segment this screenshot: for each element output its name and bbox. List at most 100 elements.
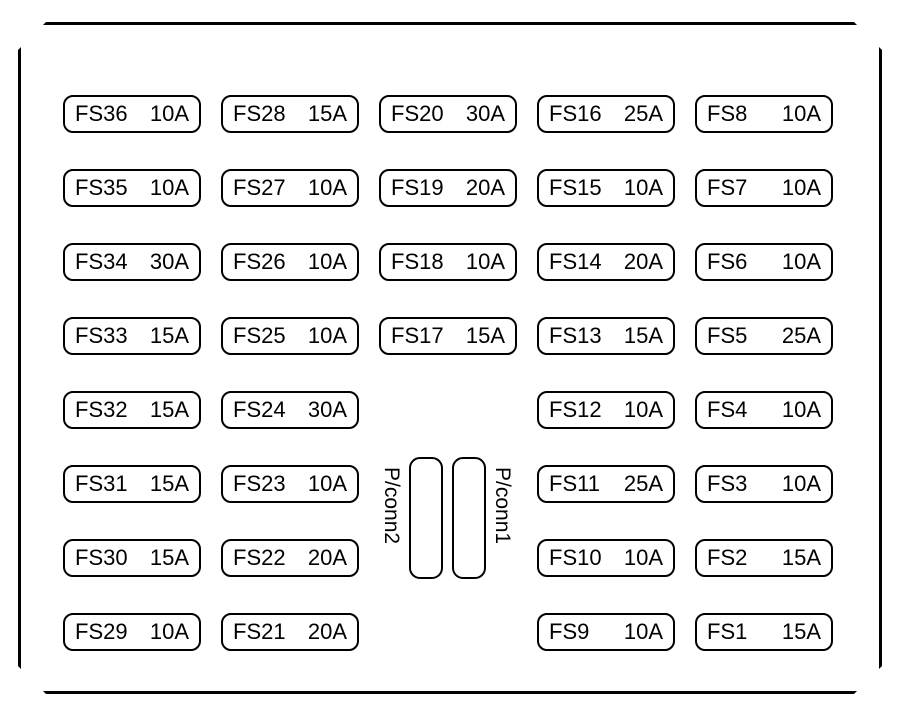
fuse-fs36: FS36 10A bbox=[63, 95, 201, 133]
fuse-fs26: FS26 10A bbox=[221, 243, 359, 281]
fuse-fs34: FS3430A bbox=[63, 243, 201, 281]
fuse-amp-label: 10A bbox=[782, 101, 821, 127]
connector-2-box bbox=[409, 457, 443, 579]
fuse-id-label: FS23 bbox=[233, 471, 286, 497]
fuse-fs28: FS28 15A bbox=[221, 95, 359, 133]
fuse-fs33: FS3315A bbox=[63, 317, 201, 355]
fuse-amp-label: 10A bbox=[150, 175, 189, 201]
fuse-fs1: FS1 15A bbox=[695, 613, 833, 651]
fuse-fs18: FS18 10A bbox=[379, 243, 517, 281]
fuse-amp-label: 15A bbox=[150, 545, 189, 571]
fuse-fs19: FS19 20A bbox=[379, 169, 517, 207]
fuse-amp-label: 15A bbox=[308, 101, 347, 127]
fuse-id-label: FS14 bbox=[549, 249, 602, 275]
fuse-amp-label: 10A bbox=[782, 471, 821, 497]
fuse-fs13: FS13 15A bbox=[537, 317, 675, 355]
fuse-amp-label: 25A bbox=[624, 471, 663, 497]
fuse-id-label: FS18 bbox=[391, 249, 444, 275]
fuse-id-label: FS10 bbox=[549, 545, 602, 571]
fuse-fs4: FS410A bbox=[695, 391, 833, 429]
connector-1-box bbox=[452, 457, 486, 579]
fuse-amp-label: 10A bbox=[466, 249, 505, 275]
fuse-column-0: FS3610AFS3510AFS3430AFS3315AFS3215AFS311… bbox=[63, 95, 201, 687]
fuse-id-label: FS35 bbox=[75, 175, 128, 201]
fuse-id-label: FS28 bbox=[233, 101, 286, 127]
fuse-amp-label: 30A bbox=[308, 397, 347, 423]
fuse-amp-label: 10A bbox=[624, 397, 663, 423]
fuse-id-label: FS22 bbox=[233, 545, 286, 571]
fuse-fs20: FS2030A bbox=[379, 95, 517, 133]
fuse-id-label: FS6 bbox=[707, 249, 747, 275]
fuse-amp-label: 20A bbox=[624, 249, 663, 275]
fuse-amp-label: 15A bbox=[150, 397, 189, 423]
fuse-fs6: FS610A bbox=[695, 243, 833, 281]
fuse-panel: FS3610AFS3510AFS3430AFS3315AFS3215AFS311… bbox=[18, 22, 882, 694]
fuse-fs29: FS29 10A bbox=[63, 613, 201, 651]
fuse-id-label: FS32 bbox=[75, 397, 128, 423]
fuse-id-label: FS12 bbox=[549, 397, 602, 423]
fuse-amp-label: 30A bbox=[466, 101, 505, 127]
fuse-amp-label: 10A bbox=[624, 175, 663, 201]
fuse-fs2: FS2 15A bbox=[695, 539, 833, 577]
fuse-id-label: FS7 bbox=[707, 175, 747, 201]
fuse-id-label: FS2 bbox=[707, 545, 747, 571]
fuse-amp-label: 10A bbox=[150, 619, 189, 645]
fuse-column-4: FS810AFS710AFS610AFS525AFS410AFS310AFS21… bbox=[695, 95, 833, 687]
fuse-id-label: FS21 bbox=[233, 619, 286, 645]
fuse-fs15: FS15 10A bbox=[537, 169, 675, 207]
fuse-amp-label: 20A bbox=[308, 619, 347, 645]
fuse-id-label: FS33 bbox=[75, 323, 128, 349]
fuse-id-label: FS29 bbox=[75, 619, 128, 645]
fuse-id-label: FS13 bbox=[549, 323, 602, 349]
fuse-amp-label: 25A bbox=[624, 101, 663, 127]
fuse-fs24: FS24 30A bbox=[221, 391, 359, 429]
fuse-fs12: FS12 10A bbox=[537, 391, 675, 429]
fuse-id-label: FS24 bbox=[233, 397, 286, 423]
connector-1-label: P/conn1 bbox=[490, 467, 514, 589]
fuse-amp-label: 20A bbox=[308, 545, 347, 571]
fuse-fs30: FS30 15A bbox=[63, 539, 201, 577]
fuse-amp-label: 10A bbox=[624, 619, 663, 645]
fuse-amp-label: 10A bbox=[308, 249, 347, 275]
fuse-id-label: FS11 bbox=[549, 471, 600, 497]
fuse-fs35: FS35 10A bbox=[63, 169, 201, 207]
fuse-amp-label: 20A bbox=[466, 175, 505, 201]
fuse-fs21: FS21 20A bbox=[221, 613, 359, 651]
fuse-amp-label: 15A bbox=[782, 545, 821, 571]
fuse-column-1: FS28 15A FS2710A FS26 10A FS25 10A FS24 30A FS231… bbox=[221, 95, 359, 687]
fuse-fs3: FS310A bbox=[695, 465, 833, 503]
fuse-fs10: FS10 10A bbox=[537, 539, 675, 577]
fuse-id-label: FS31 bbox=[75, 471, 128, 497]
fuse-id-label: FS9 bbox=[549, 619, 589, 645]
fuse-id-label: FS36 bbox=[75, 101, 128, 127]
fuse-id-label: FS19 bbox=[391, 175, 444, 201]
fuse-fs16: FS16 25A bbox=[537, 95, 675, 133]
fuse-id-label: FS15 bbox=[549, 175, 602, 201]
fuse-amp-label: 15A bbox=[624, 323, 663, 349]
fuse-id-label: FS30 bbox=[75, 545, 128, 571]
fuse-fs31: FS31 15A bbox=[63, 465, 201, 503]
fuse-fs27: FS2710A bbox=[221, 169, 359, 207]
fuse-column-3: FS16 25A FS15 10A FS14 20A FS13 15A FS12 10A FS11 2… bbox=[537, 95, 675, 687]
fuse-id-label: FS17 bbox=[391, 323, 444, 349]
fuse-amp-label: 15A bbox=[150, 471, 189, 497]
fuse-fs23: FS2310A bbox=[221, 465, 359, 503]
fuse-fs5: FS5 25A bbox=[695, 317, 833, 355]
fuse-column-2: FS2030A FS19 20A FS18 10A FS17 15A bbox=[379, 95, 517, 391]
fuse-fs9: FS9 10A bbox=[537, 613, 675, 651]
fuse-amp-label: 15A bbox=[782, 619, 821, 645]
fuse-amp-label: 25A bbox=[782, 323, 821, 349]
fuse-id-label: FS27 bbox=[233, 175, 286, 201]
fuse-id-label: FS25 bbox=[233, 323, 286, 349]
fuse-id-label: FS1 bbox=[707, 619, 747, 645]
connector-area: P/conn2 P/conn1 bbox=[375, 457, 525, 647]
fuse-amp-label: 15A bbox=[466, 323, 505, 349]
fuse-id-label: FS26 bbox=[233, 249, 286, 275]
fuse-amp-label: 10A bbox=[150, 101, 189, 127]
fuse-amp-label: 10A bbox=[308, 323, 347, 349]
connector-2-label: P/conn2 bbox=[379, 467, 403, 589]
fuse-fs8: FS810A bbox=[695, 95, 833, 133]
fuse-id-label: FS16 bbox=[549, 101, 602, 127]
fuse-id-label: FS5 bbox=[707, 323, 747, 349]
fuse-amp-label: 10A bbox=[624, 545, 663, 571]
